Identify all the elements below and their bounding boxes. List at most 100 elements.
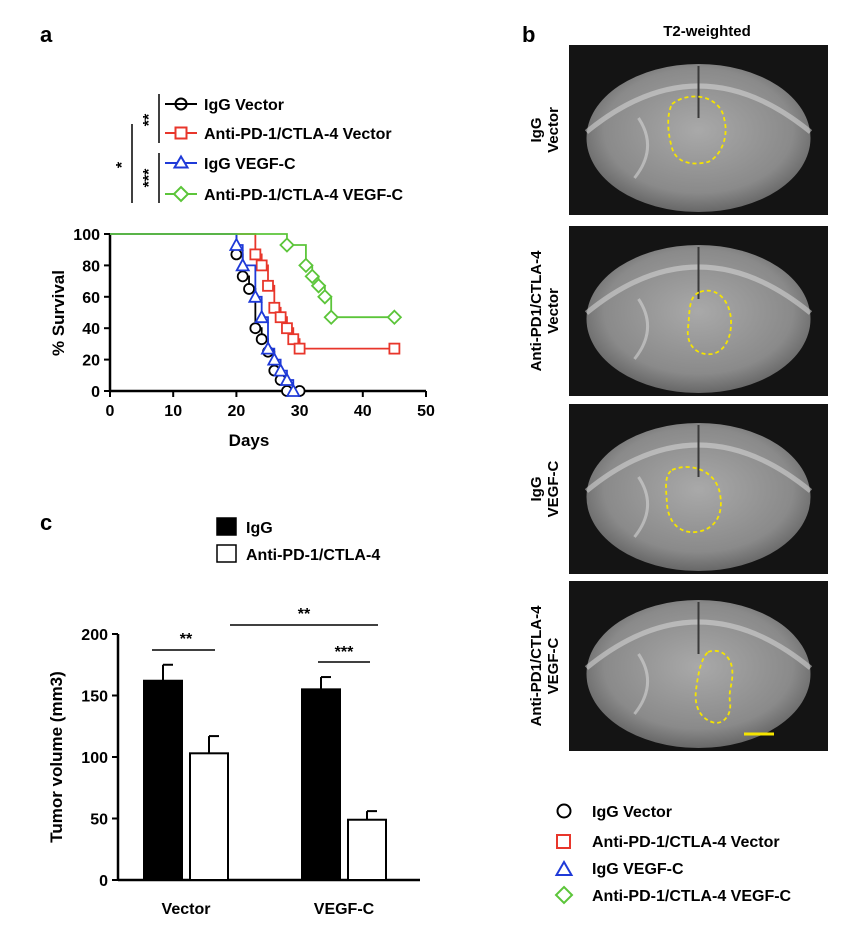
mri-legend: IgG Vector Anti-PD-1/CTLA-4 Vector IgG V…: [554, 803, 792, 905]
data-point: [287, 333, 300, 346]
mri-row-label-line1: IgG: [528, 477, 545, 502]
tumor-outline: [694, 649, 734, 724]
brain-ventricle: [633, 653, 650, 715]
legend-label: Anti-PD-1/CTLA-4 VEGF-C: [204, 187, 404, 204]
legend-entry-igg-vector: IgG Vector: [165, 97, 284, 114]
data-point: [281, 322, 293, 335]
brain-section: [586, 64, 811, 212]
bar-marks: Vector VEGF-C: [143, 663, 387, 918]
circle-marker-icon: [174, 97, 188, 111]
survival-step-line: [110, 233, 395, 319]
bar-y-axis-label: Tumor volume (mm3): [47, 671, 66, 843]
square-marker-icon: [174, 126, 188, 140]
mri-row-4: Anti-PD1/CTLA-4 VEGF-C: [528, 581, 828, 751]
data-point: [268, 301, 281, 314]
data-point: [279, 372, 295, 386]
data-point: [386, 309, 403, 325]
legend-swatch-igg: [216, 517, 237, 536]
survival-y-axis-label: % Survival: [49, 270, 68, 356]
y-tick-label: 0: [91, 384, 100, 401]
mri-row-label-line1: Anti-PD1/CTLA-4: [528, 605, 545, 726]
data-point: [293, 342, 306, 355]
mri-row-label-line2: Vector: [545, 288, 562, 334]
legend-label: Anti-PD-1/CTLA-4 VEGF-C: [592, 888, 792, 905]
legend-entry-igg-vegfc: IgG VEGF-C: [554, 859, 684, 878]
legend-label: Anti-PD-1/CTLA-4: [246, 547, 380, 564]
y-tick-label: 50: [90, 812, 108, 829]
legend-label: Anti-PD-1/CTLA-4 Vector: [592, 834, 780, 851]
data-point: [388, 342, 401, 355]
y-tick-label: 20: [82, 353, 100, 370]
data-point: [266, 351, 282, 366]
data-point: [323, 309, 339, 325]
mri-row-label-line1: IgG: [528, 118, 545, 143]
x-tick-label: 40: [354, 403, 372, 420]
panel-label-a: a: [40, 22, 53, 47]
mri-column-title: T2-weighted: [663, 23, 751, 40]
triangle-marker-icon: [172, 154, 190, 169]
survival-series-square: [110, 233, 401, 355]
tumor-outline: [667, 95, 727, 165]
legend-entry-anti-vector: Anti-PD-1/CTLA-4 Vector: [556, 834, 780, 851]
significance-label: ***: [141, 168, 158, 187]
significance-label: *: [114, 161, 131, 168]
survival-legend: IgG Vector Anti-PD-1/CTLA-4 Vector IgG V…: [114, 94, 404, 204]
legend-entry-igg-vegfc: IgG VEGF-C: [165, 154, 296, 173]
panel-label-c: c: [40, 510, 52, 535]
mri-row-3: IgG VEGF-C: [528, 404, 828, 574]
survival-x-axis-label: Days: [229, 431, 270, 450]
mri-row-label-line2: VEGF-C: [545, 461, 562, 518]
data-point: [279, 237, 295, 253]
data-point: [298, 257, 314, 274]
brain-ventricle: [633, 117, 650, 179]
survival-series-diamond: [110, 233, 403, 325]
data-point: [249, 248, 262, 261]
survival-axes: 0 10 20 30 40 50 0 20 40 60 80 100: [73, 227, 435, 420]
data-point: [262, 279, 274, 292]
brain-ventricle: [633, 298, 650, 360]
y-tick-label: 150: [81, 689, 108, 706]
data-point: [247, 288, 263, 303]
brain-ventricle: [633, 476, 650, 538]
data-point: [304, 268, 321, 285]
significance-label: **: [141, 113, 158, 126]
legend-entry-anti-vegfc: Anti-PD-1/CTLA-4 VEGF-C: [554, 885, 792, 905]
bar-axes: 0 50 100 150 200: [81, 627, 420, 890]
y-tick-label: 0: [99, 873, 108, 890]
mri-row-label-line2: VEGF-C: [545, 638, 562, 695]
data-point: [310, 278, 327, 294]
diamond-marker-icon: [172, 185, 190, 203]
legend-label: IgG VEGF-C: [592, 861, 684, 878]
data-point: [236, 270, 249, 283]
data-point: [317, 289, 333, 305]
significance-label: **: [298, 606, 311, 623]
data-point: [249, 322, 262, 335]
legend-label: IgG: [246, 520, 273, 537]
circle-marker-icon: [556, 803, 572, 819]
data-point: [243, 283, 255, 295]
y-tick-label: 200: [81, 627, 108, 644]
brain-section: [586, 423, 811, 571]
significance-label: ***: [335, 644, 354, 661]
legend-label: IgG Vector: [592, 804, 672, 821]
data-point: [285, 383, 301, 397]
survival-series-triangle: [110, 233, 301, 397]
legend-entry-anti-vector: Anti-PD-1/CTLA-4 Vector: [165, 126, 392, 143]
legend-label: IgG VEGF-C: [204, 156, 296, 173]
panel-label-b: b: [522, 22, 535, 47]
bar-anti-vector: [189, 752, 229, 881]
y-tick-label: 80: [82, 258, 100, 275]
data-point: [228, 237, 244, 251]
survival-step-line: [110, 233, 295, 391]
y-tick-label: 100: [73, 227, 100, 244]
data-point: [230, 248, 243, 261]
mri-row-label-line1: Anti-PD1/CTLA-4: [528, 250, 545, 371]
data-point: [235, 257, 251, 272]
x-tick-label: 30: [291, 403, 309, 420]
x-category-label: Vector: [162, 901, 211, 918]
triangle-marker-icon: [554, 859, 574, 876]
bar-legend: IgG Anti-PD-1/CTLA-4: [216, 517, 380, 564]
legend-entry-anti-vegfc: Anti-PD-1/CTLA-4 VEGF-C: [165, 185, 404, 204]
